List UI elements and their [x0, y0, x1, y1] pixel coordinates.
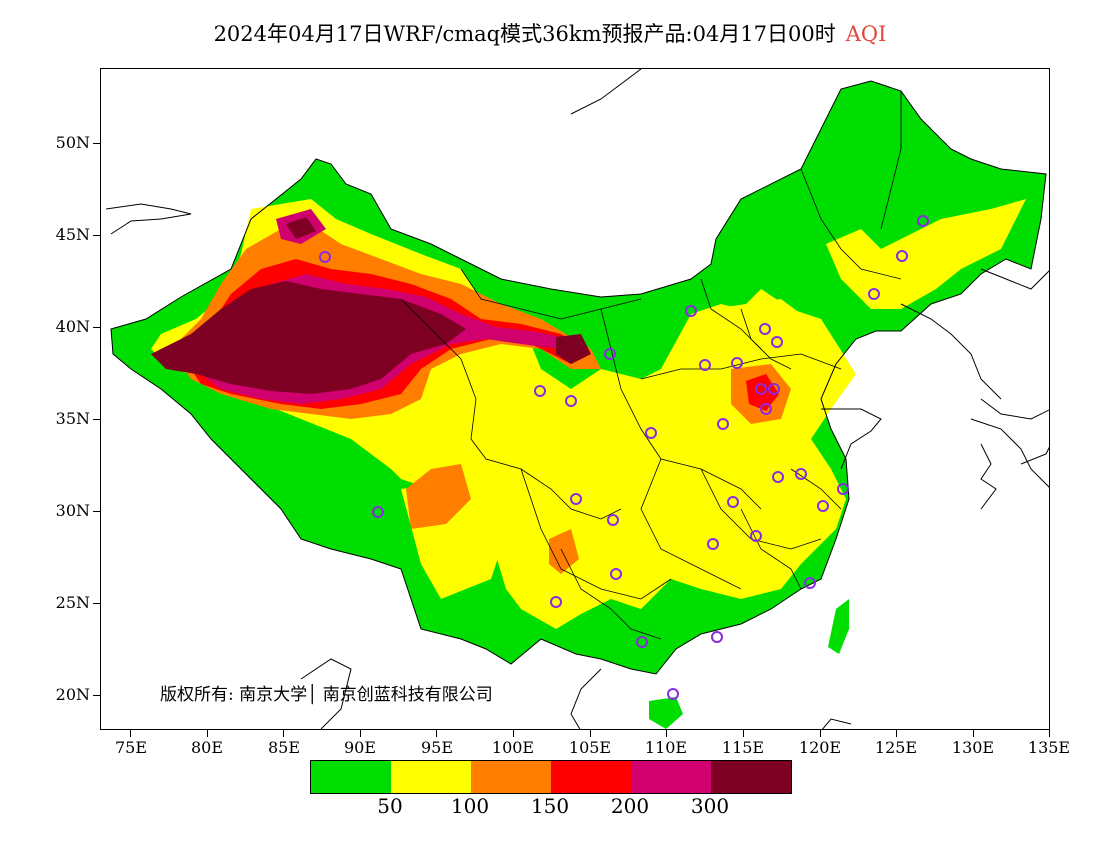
lon-tick-label: 85E [267, 738, 301, 757]
xtick-mark [436, 730, 437, 737]
xtick-mark [360, 730, 361, 737]
region-usg-south [406, 464, 471, 529]
region-usg-sichuan [549, 529, 579, 574]
lon-tick-label: 125E [874, 738, 918, 757]
ytick-mark [93, 511, 100, 512]
lon-tick-label: 115E [721, 738, 765, 757]
legend-label: 200 [610, 794, 650, 818]
legend-label: 300 [690, 794, 730, 818]
region-hazardous-north [286, 217, 316, 239]
region-taiwan [828, 599, 849, 654]
legend-label: 100 [450, 794, 490, 818]
legend-swatch [311, 761, 391, 793]
xtick-mark [896, 730, 897, 737]
coastlines [105, 69, 1049, 729]
legend-swatch [551, 761, 631, 793]
legend-swatch [471, 761, 551, 793]
legend-swatch [711, 761, 791, 793]
map-panel [100, 68, 1050, 730]
title-text: 2024年04月17日WRF/cmaq模式36km预报产品:04月17日00时 [213, 22, 836, 46]
ytick-mark [93, 143, 100, 144]
legend-label: 150 [530, 794, 570, 818]
xtick-mark [283, 730, 284, 737]
color-legend [310, 760, 792, 794]
xtick-mark [973, 730, 974, 737]
lon-tick-label: 95E [420, 738, 454, 757]
xtick-mark [207, 730, 208, 737]
xtick-mark [130, 730, 131, 737]
ytick-mark [93, 603, 100, 604]
lon-tick-label: 90E [343, 738, 377, 757]
xtick-mark [820, 730, 821, 737]
region-moderate-northeast [826, 199, 1026, 309]
lon-tick-label: 105E [568, 738, 612, 757]
region-unhealthy-central [746, 374, 779, 411]
lon-tick-label: 80E [190, 738, 224, 757]
title-variable: AQI [845, 22, 887, 46]
region-hainan [649, 697, 683, 729]
lat-tick-label: 35N [55, 409, 90, 428]
lon-tick-label: 135E [1027, 738, 1071, 757]
legend-swatch [391, 761, 471, 793]
ytick-mark [93, 695, 100, 696]
ytick-mark [93, 419, 100, 420]
region-hazardous [151, 281, 466, 394]
ytick-mark [93, 235, 100, 236]
xtick-mark [743, 730, 744, 737]
xtick-mark [666, 730, 667, 737]
map-title: 2024年04月17日WRF/cmaq模式36km预报产品:04月17日00时 A… [0, 18, 1100, 48]
xtick-mark [513, 730, 514, 737]
lat-tick-label: 20N [55, 685, 90, 704]
lat-tick-label: 40N [55, 317, 90, 336]
xtick-mark [1049, 730, 1050, 737]
ytick-mark [93, 327, 100, 328]
legend-swatch [631, 761, 711, 793]
lon-tick-label: 120E [798, 738, 842, 757]
lat-tick-label: 25N [55, 593, 90, 612]
monitoring-sites [319, 215, 929, 700]
lon-tick-label: 110E [644, 738, 688, 757]
lon-tick-label: 100E [491, 738, 535, 757]
lat-tick-label: 45N [55, 225, 90, 244]
lon-tick-label: 130E [951, 738, 995, 757]
lat-tick-label: 50N [55, 133, 90, 152]
aqi-map-svg [105, 69, 1049, 729]
legend-label: 50 [377, 794, 403, 818]
copyright-text: 版权所有: 南京大学│ 南京创蓝科技有限公司 [160, 685, 493, 705]
lon-tick-label: 75E [114, 738, 148, 757]
lat-tick-label: 30N [55, 501, 90, 520]
china-outline [110, 80, 1047, 675]
region-hazardous-east [556, 334, 591, 364]
xtick-mark [590, 730, 591, 737]
